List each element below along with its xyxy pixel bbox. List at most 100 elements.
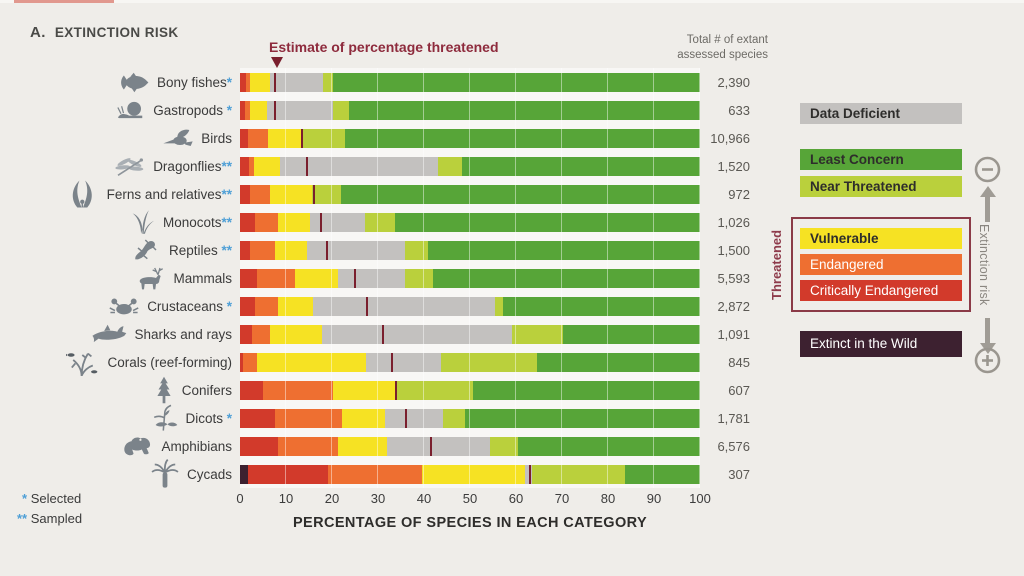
fish-icon: [116, 72, 150, 93]
segment-vu: [333, 380, 395, 400]
asterisk-marker: **: [221, 214, 232, 230]
segment-cr: [240, 240, 251, 260]
row-label-cell: Ferns and relatives**: [0, 179, 232, 209]
assessed-species-total: 1,781: [717, 410, 750, 426]
segment-lc: [461, 156, 700, 176]
assessed-species-total: 6,576: [717, 438, 750, 454]
segment-nt: [394, 380, 473, 400]
row-label-cell: Corals (reef-forming): [0, 348, 232, 376]
segment-nt: [494, 296, 504, 316]
row-label: Crustaceans *: [147, 298, 232, 314]
row-label: Conifers: [181, 382, 232, 398]
segment-en: [249, 156, 254, 176]
row-label-cell: Conifers: [0, 375, 232, 405]
bird-icon: [162, 127, 194, 149]
segment-en: [327, 464, 422, 484]
row-label: Corals (reef-forming): [107, 354, 232, 370]
chart-row-cycads: Cycads 307: [0, 459, 1024, 489]
assessed-species-total: 845: [728, 354, 750, 370]
segment-cr: [240, 128, 248, 148]
figure-title: A. EXTINCTION RISK: [30, 24, 179, 41]
segment-dd: [267, 100, 333, 120]
segment-vu: [341, 408, 385, 428]
chart-row-monocots: Monocots** 1,026: [0, 208, 1024, 236]
chart-row-sharks-and-rays: Sharks and rays 1,091: [0, 320, 1024, 348]
chart-row-corals-reef-forming: Corals (reef-forming) 845: [0, 348, 1024, 376]
chart-row-mammals: Mammals 5,593: [0, 264, 1024, 292]
x-tick-30: 30: [370, 491, 386, 506]
row-label-cell: Dicots *: [0, 404, 232, 432]
stacked-bar: [240, 240, 700, 260]
x-tick-60: 60: [508, 491, 524, 506]
assessed-species-total: 1,026: [717, 214, 750, 230]
x-axis-ticks: 0 10 20 30 40 50 60 70 80 90 100: [236, 491, 710, 507]
segment-lc: [503, 296, 700, 316]
arrow-up-icon: [980, 186, 996, 197]
segment-en: [250, 184, 270, 204]
deer-icon: [134, 265, 166, 291]
threatened-estimate-marker: [273, 72, 276, 92]
stacked-bar: [240, 408, 700, 428]
segment-cr: [240, 100, 245, 120]
totals-column-header: Total # of extant assessed species: [677, 34, 768, 61]
stacked-bar: [240, 184, 700, 204]
segment-nt: [443, 408, 465, 428]
segment-lc: [536, 352, 700, 372]
cycad-icon: [150, 459, 180, 489]
stacked-bar: [240, 324, 700, 344]
threatened-estimate-marker: [301, 128, 304, 148]
segment-lc: [333, 72, 700, 92]
row-label-cell: Dragonflies**: [0, 154, 232, 178]
segment-ew: [240, 464, 248, 484]
segment-en: [274, 408, 342, 428]
segment-dd: [321, 324, 512, 344]
segment-nt: [301, 128, 346, 148]
row-label: Monocots**: [162, 214, 232, 230]
stacked-bar: [240, 436, 700, 456]
threatened-estimate-annotation: Estimate of percentage threatened: [269, 39, 499, 55]
dragonfly-icon: [114, 154, 146, 178]
segment-dd: [338, 268, 406, 288]
legend-data-deficient: Data Deficient: [800, 103, 962, 124]
segment-cr: [240, 408, 275, 428]
threatened-estimate-marker: [273, 100, 276, 120]
chart-row-dicots: Dicots * 1,781: [0, 404, 1024, 432]
arrow-up-shaft: [985, 196, 990, 222]
legend-extinct-in-wild: Extinct in the Wild: [800, 331, 962, 357]
segment-cr: [240, 268, 257, 288]
threatened-estimate-marker: [354, 268, 356, 288]
threatened-estimate-marker: [390, 352, 393, 372]
segment-cr: [240, 184, 251, 204]
x-tick-90: 90: [646, 491, 662, 506]
asterisk-marker: *: [222, 410, 232, 426]
top-edge-red-artifact: [14, 0, 114, 3]
row-label: Cycads: [186, 466, 232, 482]
segment-cr: [240, 324, 252, 344]
row-label: Birds: [201, 130, 232, 146]
segment-en: [255, 212, 279, 232]
asterisk-marker: *: [226, 74, 232, 90]
asterisk-marker: *: [222, 102, 232, 118]
chart-row-conifers: Conifers 607: [0, 376, 1024, 404]
row-label: Gastropods *: [153, 102, 232, 118]
segment-en: [244, 100, 251, 120]
segment-en: [251, 324, 270, 344]
stacked-bar: [240, 156, 700, 176]
segment-dd: [313, 296, 495, 316]
assessed-species-total: 307: [728, 466, 750, 482]
x-tick-50: 50: [462, 491, 478, 506]
segment-cr: [240, 380, 264, 400]
asterisk-marker: **: [221, 186, 232, 202]
legend-vulnerable: Vulnerable: [800, 228, 962, 249]
crab-icon: [108, 295, 140, 317]
segment-dd: [366, 352, 442, 372]
threatened-estimate-marker: [395, 380, 398, 400]
segment-en: [278, 436, 339, 456]
segment-dd: [525, 464, 533, 484]
frog-icon: [120, 435, 154, 457]
chart-row-gastropods: Gastropods * 633: [0, 96, 1024, 124]
row-label: Reptiles **: [168, 242, 232, 258]
chart-row-ferns-and-relatives: Ferns and relatives** 972: [0, 180, 1024, 208]
segment-cr: [240, 352, 243, 372]
chart-row-bony-fishes: Bony fishes* 2,390: [0, 68, 1024, 96]
